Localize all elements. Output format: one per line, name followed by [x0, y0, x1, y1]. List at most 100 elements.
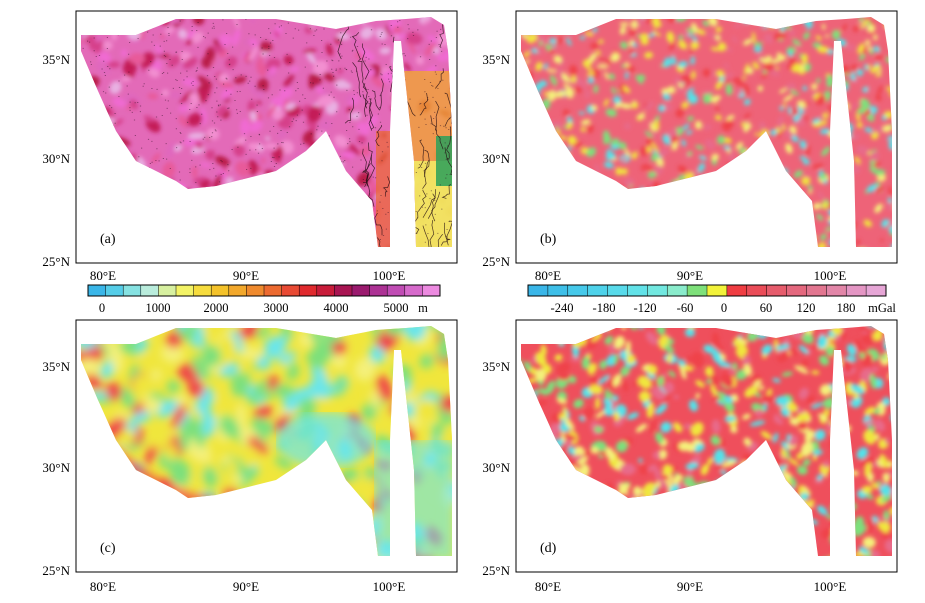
contour-dot — [442, 79, 444, 81]
map-patch — [233, 144, 245, 157]
map-patch — [622, 380, 629, 393]
contour-dot — [139, 111, 141, 113]
map-patch — [817, 46, 829, 54]
map-patch — [713, 448, 726, 465]
contour-dot — [419, 103, 421, 105]
map-patch — [816, 78, 821, 84]
map-patch — [543, 363, 552, 374]
map-patch — [178, 51, 191, 62]
map-patch — [606, 58, 611, 66]
contour-dot — [239, 91, 241, 92]
map-patch — [822, 112, 829, 119]
contour-dot — [316, 65, 318, 67]
river-line — [444, 147, 452, 180]
contour-dot — [431, 85, 433, 86]
map-patch — [265, 136, 271, 141]
map-patch — [648, 32, 656, 38]
contour-dot — [259, 143, 261, 145]
map-patch — [801, 53, 808, 64]
contour-dot — [437, 88, 439, 89]
contour-dot — [271, 156, 274, 158]
contour-dot — [230, 93, 232, 95]
map-patch — [817, 505, 828, 516]
contour-dot — [250, 136, 252, 137]
map-patch — [667, 86, 676, 94]
map-patch — [626, 65, 636, 73]
contour-dot — [446, 229, 448, 230]
map-patch — [309, 378, 334, 399]
contour-dot — [362, 94, 364, 96]
map-patch — [628, 29, 636, 36]
map-patch — [167, 55, 181, 68]
map-patch — [220, 455, 231, 464]
contour-dot — [151, 88, 153, 89]
contour-dot — [216, 87, 218, 89]
map-patch — [819, 355, 830, 366]
map-patch — [134, 390, 144, 404]
map-patch — [765, 55, 773, 63]
contour-dot — [103, 72, 106, 73]
contour-dot — [309, 28, 311, 30]
map-patch — [247, 100, 256, 113]
contour-dot — [428, 43, 430, 45]
map-patch — [580, 126, 586, 132]
contour-dot — [236, 109, 238, 111]
contour-dot — [164, 99, 167, 101]
map-patch — [349, 111, 362, 120]
contour-dot — [377, 113, 379, 115]
map-patch — [535, 47, 545, 56]
map-patch — [873, 34, 878, 41]
contour-dot — [223, 83, 225, 85]
map-patch — [336, 68, 344, 74]
map-patch — [543, 63, 548, 70]
contour-dot — [430, 190, 432, 192]
map-patch — [816, 213, 824, 221]
river-line — [344, 97, 354, 124]
contour-dot — [376, 132, 378, 133]
map-patch — [653, 165, 664, 175]
river-line — [364, 155, 376, 188]
cb-label: -180 — [593, 301, 616, 315]
map-patch — [251, 379, 269, 402]
map-patch — [759, 121, 766, 129]
contour-dot — [227, 164, 229, 166]
map-patch — [798, 387, 809, 400]
contour-dot — [421, 167, 423, 168]
map-patch — [727, 47, 733, 53]
map-patch — [870, 64, 881, 74]
map-patch — [169, 460, 191, 486]
map-patch — [775, 396, 790, 408]
map-patch — [289, 66, 300, 72]
map-patch — [735, 88, 743, 96]
river-line — [435, 100, 440, 132]
contour-dot — [365, 102, 367, 104]
contour-dot — [164, 55, 167, 57]
map-patch — [810, 92, 815, 96]
map-patch — [604, 71, 609, 81]
contour-dot — [376, 210, 378, 212]
map-patch — [803, 31, 810, 40]
map-patch — [805, 144, 811, 156]
map-patch — [107, 61, 121, 69]
contour-dot — [432, 96, 434, 98]
contour-dot — [175, 128, 177, 130]
map-patch — [220, 86, 234, 100]
contour-dot — [217, 116, 219, 118]
lat-tick: 30°N — [42, 151, 70, 166]
contour-dot — [448, 117, 450, 119]
map-patch — [662, 381, 675, 394]
map-patch — [278, 351, 297, 365]
contour-dot — [341, 161, 343, 163]
map-patch — [154, 43, 163, 56]
map-patch — [724, 415, 737, 422]
map-patch — [588, 52, 597, 63]
map-patch — [684, 328, 696, 337]
map-patch — [669, 41, 675, 51]
contour-dot — [447, 145, 449, 147]
map-patch — [796, 452, 803, 460]
contour-dot — [181, 59, 183, 60]
map-patch — [219, 415, 239, 438]
map-patch — [563, 108, 568, 118]
map-patch — [744, 63, 750, 75]
map-patch — [789, 55, 795, 64]
